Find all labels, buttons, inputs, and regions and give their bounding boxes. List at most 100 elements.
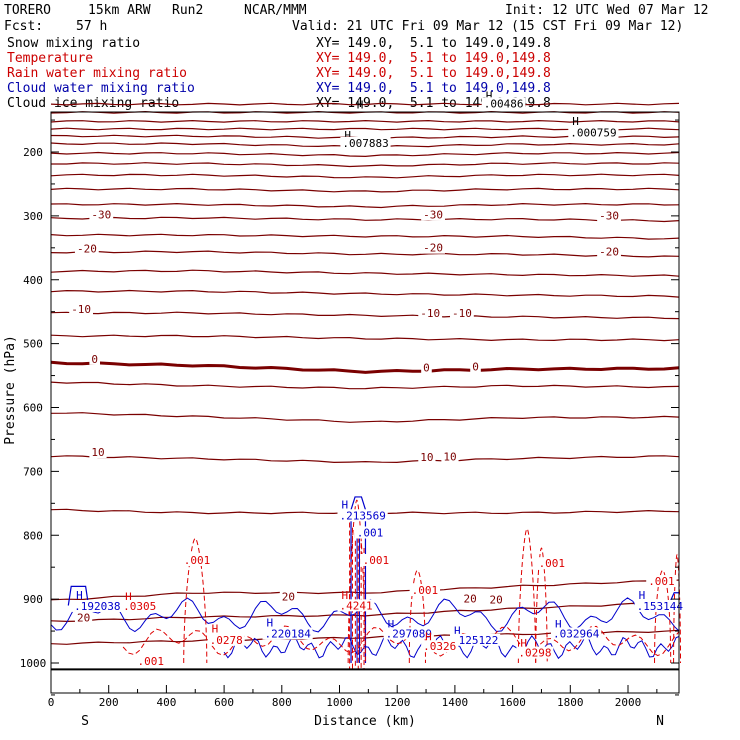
rain-water-label-bg: [409, 584, 441, 597]
cloud-water-max-marker: H: [555, 618, 562, 631]
x-tick-label: 1600: [499, 696, 526, 709]
isotherm-line: [50, 151, 680, 158]
cloud-water-label: .220184: [264, 627, 311, 640]
isotherm-label-bg: [421, 241, 445, 254]
legend-temperature: Temperature: [7, 51, 94, 66]
x-tick-label: 1200: [384, 696, 411, 709]
x-tick-label: 0: [48, 696, 55, 709]
rain-water-label: .0305: [123, 600, 156, 613]
isotherm-label-bg: [279, 590, 297, 603]
x-axis-south-label: S: [81, 714, 89, 729]
legend-temperature-xy: XY= 149.0, 5.1 to 149.0,149.8: [316, 51, 551, 66]
isotherm-label: -20: [77, 242, 97, 255]
isotherm-line: [50, 187, 680, 193]
cloud-water-label: .125122: [452, 634, 498, 647]
cloud-water-contour: [67, 585, 90, 606]
cloud-water-label: .001: [357, 527, 384, 540]
rain-water-label-bg: [135, 654, 166, 667]
isotherm-label: -30: [599, 210, 619, 223]
cloud-water-label: .032964: [553, 627, 600, 640]
legend-cloud-ice: Cloud ice mixing ratio: [7, 96, 180, 111]
legend-rain: Rain water mixing ratio: [7, 66, 188, 81]
organization: NCAR/MMM: [244, 3, 307, 18]
cloud-ice-label-bg: [481, 97, 526, 110]
y-tick-label: 800: [23, 529, 43, 542]
x-tick-label: 1800: [557, 696, 584, 709]
isotherm-line: [50, 269, 680, 277]
run-name: Run2: [172, 3, 204, 18]
isotherm-line: [50, 360, 680, 374]
x-tick-label: 600: [214, 696, 234, 709]
rain-water-label-bg: [516, 646, 554, 659]
isotherm-label: 20: [282, 590, 295, 603]
x-tick-label: 1000: [326, 696, 353, 709]
isotherm-label-bg: [461, 592, 479, 605]
isotherm-line: [50, 173, 680, 179]
isotherm-label: 10: [91, 446, 104, 459]
rain-water-label: .001: [648, 575, 675, 588]
rain-water-label: .001: [184, 554, 211, 567]
cloud-water-label-bg: [450, 633, 501, 646]
isotherm-label-bg: [89, 352, 100, 365]
cloud-water-label-bg: [634, 599, 685, 612]
cloud-water-max-marker: H: [639, 589, 646, 602]
isotherm-label: 20: [490, 594, 503, 607]
rain-water-label-bg: [207, 633, 245, 646]
rain-water-contour: [183, 537, 208, 664]
cloud-water-max-marker: H: [266, 617, 273, 630]
cloud-water-label-bg: [337, 509, 388, 522]
y-tick-label: 1000: [20, 657, 47, 670]
cloud-ice-max-marker: H: [572, 115, 579, 128]
isotherm-label-bg: [418, 306, 443, 319]
isotherm-label-bg: [487, 593, 505, 606]
rain-water-label-bg: [421, 640, 459, 653]
isotherm-line: [50, 381, 680, 390]
snow-max-marker: H: [357, 99, 364, 112]
model-resolution: 15km ARW: [88, 3, 151, 18]
cloud-water-max-marker: H: [342, 498, 349, 511]
x-tick-label: 800: [272, 696, 292, 709]
isotherm-line: [50, 250, 680, 258]
valid-time: Valid: 21 UTC Fri 09 Mar 12 (15 CST Fri …: [292, 19, 684, 34]
isotherm-label: 20: [77, 611, 90, 624]
isotherm-label-bg: [597, 245, 621, 258]
isotherm-line: [51, 162, 680, 168]
rain-water-label: .001: [363, 554, 390, 567]
isotherm-label-bg: [441, 450, 459, 463]
y-tick-label: 600: [23, 402, 43, 415]
isotherm-label: 0: [423, 362, 430, 375]
isotherm-line: [50, 233, 680, 240]
cloud-water-max-marker: H: [454, 624, 461, 637]
isotherm-label: -10: [71, 303, 91, 316]
cloud-ice-label: .007883: [342, 137, 388, 150]
legend-cloud-water: Cloud water mixing ratio: [7, 81, 195, 96]
rain-max-marker: H: [125, 590, 132, 603]
isotherm-line: [50, 119, 680, 123]
isotherm-label-bg: [89, 208, 114, 221]
y-tick-label: 900: [23, 593, 43, 606]
cloud-ice-label-bg: [568, 126, 619, 139]
y-tick-label: 500: [23, 338, 43, 351]
rain-water-label: .001: [138, 655, 165, 668]
isotherm-label-bg: [418, 451, 436, 464]
y-tick-label: 400: [23, 274, 43, 287]
rain-water-label-bg: [536, 557, 567, 570]
rain-water-label-bg: [360, 553, 391, 566]
cloud-water-label-bg: [262, 627, 313, 640]
isotherm-label: 10: [443, 451, 456, 464]
rain-water-label-bg: [181, 553, 213, 566]
isotherm-label: -30: [423, 208, 443, 221]
isotherm-line: [50, 102, 680, 106]
cloud-water-label-bg: [383, 627, 434, 640]
isotherm-label-bg: [470, 360, 481, 373]
cloud-water-max-marker: H: [76, 589, 83, 602]
isotherm-label: 0: [472, 360, 479, 373]
cloud-water-label: .192038: [74, 600, 120, 613]
rain-water-label-bg: [121, 599, 159, 612]
legend-snow: Snow mixing ratio: [7, 36, 141, 51]
cloud-water-label-bg: [550, 627, 602, 640]
rain-water-contour: [517, 528, 537, 664]
cloud-water-label: .213569: [340, 509, 386, 522]
rain-water-label: .4241: [340, 599, 373, 612]
